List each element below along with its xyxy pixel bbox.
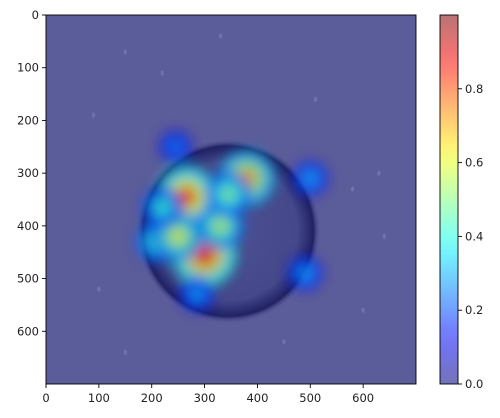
hotspot-core [191, 288, 203, 300]
x-tick-label: 400 [246, 391, 268, 405]
colorbar-gradient [440, 15, 458, 384]
x-tick-label: 0 [42, 391, 49, 405]
colorbar-tick-label: 0.6 [465, 156, 483, 170]
colorbar: 0.0 0.2 0.4 0.6 0.8 [439, 14, 483, 391]
y-tick-label: 300 [17, 166, 39, 180]
x-tick-label: 300 [194, 391, 216, 405]
hotspot-core [299, 267, 311, 279]
y-tick-label: 600 [17, 324, 39, 338]
x-tick-label: 200 [141, 391, 163, 405]
y-axis: 0 100 200 300 400 500 600 [17, 8, 46, 338]
y-tick-label: 200 [17, 113, 39, 127]
colorbar-ticks: 0.0 0.2 0.4 0.6 0.8 [458, 82, 483, 391]
plot-frame [45, 14, 417, 385]
hotspot-core [221, 187, 236, 202]
colorbar-tick-label: 0.2 [465, 303, 483, 317]
y-tick-label: 500 [17, 272, 39, 286]
colorbar-frame [439, 14, 459, 385]
activation-hotspots [135, 130, 328, 312]
x-tick-label: 500 [299, 391, 321, 405]
hotspot-core [170, 141, 181, 152]
x-tick-label: 600 [352, 391, 374, 405]
colorbar-tick-label: 0.0 [465, 377, 483, 391]
hotspot-core [213, 218, 228, 234]
hotspot-core [194, 244, 215, 265]
y-tick-label: 400 [17, 219, 39, 233]
y-tick-label: 100 [17, 61, 39, 75]
hotspot-core [170, 228, 186, 245]
y-tick-label: 0 [32, 8, 39, 22]
colorbar-tick-label: 0.4 [465, 229, 483, 243]
hotspot-core [304, 173, 316, 184]
x-axis: 0 100 200 300 400 500 600 [42, 384, 374, 405]
colorbar-tick-label: 0.8 [465, 82, 483, 96]
x-tick-label: 100 [88, 391, 110, 405]
hotspot-core [155, 201, 169, 214]
plot-area [46, 15, 416, 384]
